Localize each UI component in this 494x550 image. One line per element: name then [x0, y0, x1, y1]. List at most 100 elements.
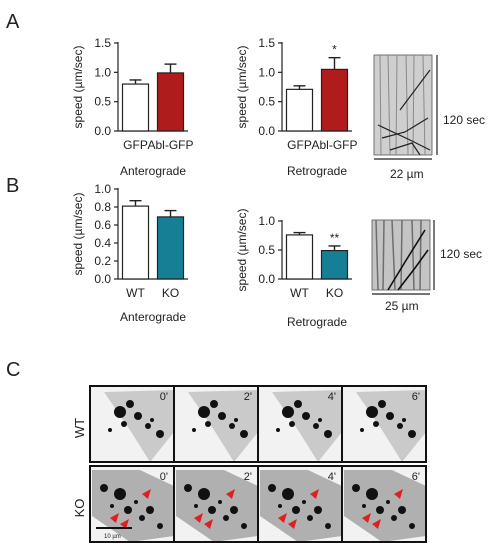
- vesicle: [362, 504, 366, 508]
- y-tick-label: 1.5: [94, 36, 111, 50]
- bar-abl-gfp: [320, 68, 349, 132]
- vesicle: [391, 515, 397, 521]
- vesicle: [126, 400, 134, 408]
- vesicle: [408, 430, 416, 438]
- vesicle: [210, 400, 218, 408]
- vesicle: [229, 423, 235, 429]
- vesicle: [313, 423, 319, 429]
- vesicle: [268, 484, 276, 492]
- frame-ko-2: 4': [257, 465, 343, 543]
- time-label: 4': [328, 391, 336, 403]
- arrowhead-icon: [362, 513, 371, 523]
- arrowhead-icon: [110, 513, 119, 523]
- vesicle: [198, 406, 210, 418]
- vesicle: [402, 418, 406, 422]
- vesicle: [208, 506, 216, 514]
- vesicle: [289, 421, 295, 427]
- arrowhead-icon: [142, 489, 151, 499]
- y-tick-label: 1.0: [258, 65, 275, 79]
- x-axis-label: Retrograde: [287, 164, 347, 178]
- kymograph-b-time-label: 120 sec: [440, 247, 482, 261]
- y-tick-label: 1.5: [258, 36, 275, 50]
- vesicle: [318, 418, 322, 422]
- vesicle: [184, 484, 192, 492]
- vesicle: [366, 406, 378, 418]
- y-tick-label: 0.5: [94, 95, 111, 109]
- y-tick-label: 1.0: [258, 214, 275, 228]
- arrowhead-icon: [120, 519, 129, 529]
- time-label: 4': [328, 471, 336, 483]
- y-tick-label: 1.0: [94, 65, 111, 79]
- y-tick-label: 1.0: [94, 182, 111, 196]
- row-label-wt: WT: [72, 418, 87, 438]
- frame-ko-1: 2': [173, 465, 259, 543]
- time-label: 0': [160, 471, 168, 483]
- frame-wt-3: 6': [341, 385, 427, 463]
- y-tick-label: 0.5: [258, 95, 275, 109]
- panel-label-c: C: [6, 359, 20, 381]
- vesicle: [278, 504, 282, 508]
- y-tick-label: 0.0: [94, 272, 111, 286]
- kymograph-b: 120 sec 25 µm: [371, 219, 482, 313]
- y-axis-label: speed (µm/sec): [235, 209, 249, 292]
- vesicle: [276, 428, 280, 432]
- vesicle: [121, 421, 127, 427]
- frame-wt-1: 2': [173, 385, 259, 463]
- arrowhead-icon: [278, 513, 287, 523]
- vesicle: [302, 412, 310, 420]
- y-tick-label: 0.0: [258, 272, 275, 286]
- vesicle: [124, 506, 132, 514]
- bar-wt: [121, 205, 150, 280]
- scale-bar-label: 10 µm: [104, 534, 121, 540]
- vesicle: [386, 500, 390, 504]
- y-axis-label: speed (µm/sec): [71, 46, 85, 129]
- bar-ko: [156, 216, 185, 280]
- vesicle: [386, 412, 394, 420]
- category-label: WT: [290, 286, 309, 300]
- vesicle: [398, 506, 406, 514]
- vesicle: [360, 428, 364, 432]
- vesicle: [282, 488, 294, 500]
- arrowhead-icon: [288, 519, 297, 529]
- chart-a-anterograde: 0.0 0.5 1.0 1.5 speed (µm/sec) GFP Abl-GFP Ante…: [71, 36, 194, 178]
- vesicle: [218, 500, 222, 504]
- x-axis-label: Retrograde: [287, 315, 347, 329]
- bar-abl-gfp: [156, 72, 185, 132]
- frame-wt-2: 4': [257, 385, 343, 463]
- y-tick-label: 0.8: [94, 200, 111, 214]
- vesicle: [100, 484, 108, 492]
- vesicle: [397, 423, 403, 429]
- kymograph-b-scale-label: 25 µm: [385, 299, 419, 313]
- category-label: KO: [326, 286, 343, 300]
- category-label: WT: [126, 286, 145, 300]
- bar-wt: [285, 234, 314, 280]
- vesicle: [378, 400, 386, 408]
- cell-body: [260, 470, 342, 542]
- vesicle: [146, 506, 154, 514]
- y-tick-label: 0.0: [94, 124, 111, 138]
- arrowhead-icon: [372, 519, 381, 529]
- vesicle: [145, 423, 151, 429]
- bar-ko: [320, 249, 349, 280]
- frame-ko-0: 0': [89, 465, 175, 543]
- significance-marker: **: [330, 231, 340, 245]
- frame-ko-3: 6': [341, 465, 427, 543]
- y-axis-label: speed (µm/sec): [235, 46, 249, 129]
- vesicle: [108, 428, 112, 432]
- vesicle: [234, 418, 238, 422]
- category-label: Abl-GFP: [147, 138, 193, 152]
- y-axis-label: speed (µm/sec): [71, 193, 85, 276]
- vesicle: [150, 418, 154, 422]
- vesicle: [366, 488, 378, 500]
- chart-a-retrograde: 0.0 0.5 1.0 1.5 speed (µm/sec) GFP * Abl-GFP Ret…: [235, 36, 358, 178]
- y-tick-label: 0.6: [94, 218, 111, 232]
- category-label: GFP: [123, 138, 148, 152]
- bar-gfp: [285, 88, 314, 132]
- vesicle: [114, 406, 126, 418]
- vesicle: [139, 515, 145, 521]
- kymograph-a-scale-label: 22 µm: [390, 167, 424, 181]
- arrowhead-icon: [204, 519, 213, 529]
- panel-label-b: B: [6, 175, 19, 197]
- cell-body: [344, 470, 426, 542]
- arrowhead-icon: [226, 489, 235, 499]
